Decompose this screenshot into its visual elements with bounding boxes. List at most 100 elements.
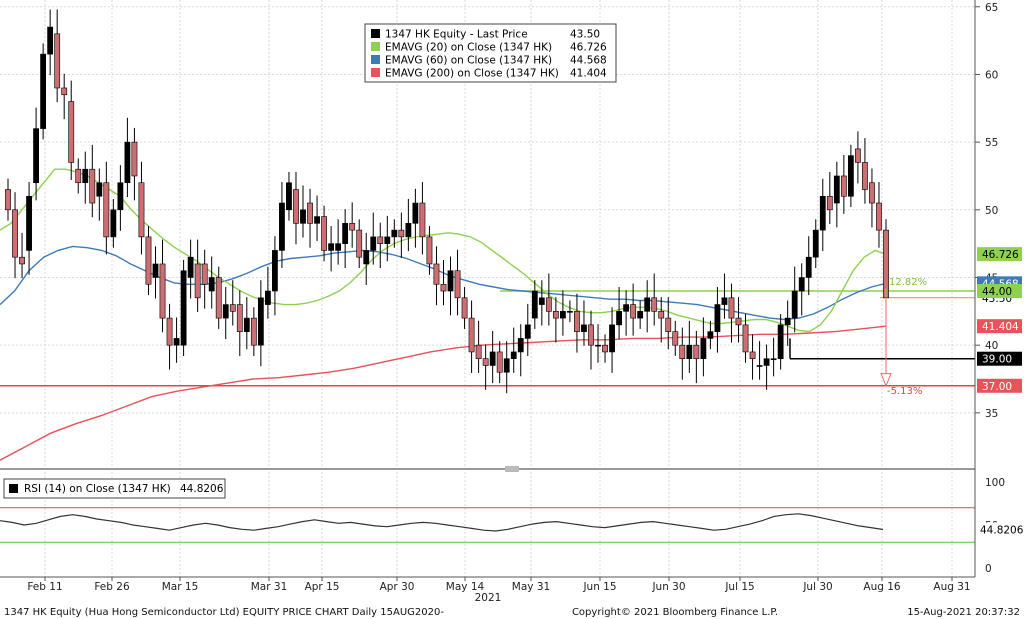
candle-up bbox=[623, 304, 630, 312]
candle-down bbox=[496, 351, 503, 373]
legend-box bbox=[364, 23, 617, 83]
candle-up bbox=[180, 270, 187, 346]
candle-up bbox=[489, 351, 496, 366]
date-tick-label: May 14 bbox=[446, 581, 485, 593]
level-37-tag: 37.00 bbox=[982, 381, 1012, 393]
candle-up bbox=[538, 297, 545, 305]
candle-up bbox=[412, 202, 419, 224]
candle-down bbox=[293, 189, 299, 224]
candle-up bbox=[391, 229, 398, 238]
price-tick-label: 40 bbox=[985, 340, 998, 352]
candle-up bbox=[805, 256, 812, 278]
candle-down bbox=[630, 304, 637, 319]
candle-up bbox=[370, 236, 377, 251]
rsi-axis-labels: 10050044.8206 bbox=[977, 477, 1024, 575]
candle-down bbox=[229, 304, 236, 312]
ema20-tag-bg bbox=[977, 247, 1022, 262]
candle-down bbox=[651, 297, 658, 312]
candle-up bbox=[152, 263, 159, 278]
rsi-legend-swatch bbox=[9, 484, 18, 493]
candle-down bbox=[145, 236, 152, 285]
candle-up bbox=[110, 209, 117, 238]
date-tick-label: Jul 15 bbox=[724, 581, 754, 593]
rsi-level-lines bbox=[0, 507, 975, 543]
candle-down bbox=[201, 263, 208, 285]
candle-up bbox=[756, 365, 763, 367]
candle-down bbox=[398, 229, 405, 238]
candle-down bbox=[419, 202, 426, 238]
candle-down bbox=[869, 182, 875, 204]
legend-value: 43.50 bbox=[570, 29, 600, 41]
candle-down bbox=[166, 317, 173, 346]
ema20-tag: 46.726 bbox=[982, 249, 1019, 261]
candle-down bbox=[672, 331, 679, 346]
candle-up bbox=[26, 195, 32, 251]
ema200-tag: 41.404 bbox=[982, 321, 1019, 333]
rsi-tick-label: 100 bbox=[985, 477, 1005, 489]
candle-down bbox=[545, 297, 552, 312]
candle-up bbox=[700, 338, 707, 360]
projection-arrows: 12.82% -5.13% bbox=[880, 277, 927, 397]
legend-swatch bbox=[371, 42, 380, 51]
candle-down bbox=[377, 236, 384, 244]
rsi-legend-box bbox=[3, 478, 226, 499]
level-44-tag-bg bbox=[977, 284, 1022, 299]
candle-down bbox=[602, 344, 608, 353]
candlesticks bbox=[5, 9, 889, 394]
candle-down bbox=[665, 317, 672, 332]
candle-up bbox=[812, 229, 819, 258]
candle-up bbox=[616, 311, 622, 326]
candle-up bbox=[819, 195, 826, 231]
candle-up bbox=[173, 338, 180, 346]
legend-swatch bbox=[371, 68, 380, 77]
candle-up bbox=[686, 344, 693, 360]
rsi-tick-label: 0 bbox=[985, 563, 992, 575]
candle-down bbox=[749, 351, 756, 360]
rsi-legend-value: 44.8206 bbox=[180, 483, 224, 495]
level-39-tag-bg bbox=[977, 351, 1022, 366]
candle-down bbox=[12, 209, 18, 258]
candle-up bbox=[567, 311, 573, 313]
candle-up bbox=[124, 141, 131, 184]
date-tick-label: Aug 16 bbox=[863, 581, 901, 593]
candle-up bbox=[770, 358, 777, 361]
rsi-series-line[interactable] bbox=[0, 513, 884, 532]
candle-up bbox=[833, 175, 840, 204]
date-tick-label: Aug 31 bbox=[933, 581, 970, 593]
panel-resize-handle[interactable] bbox=[505, 466, 519, 472]
candle-up bbox=[559, 311, 566, 319]
candle-up bbox=[257, 297, 264, 346]
price-legend[interactable]: 1347 HK Equity - Last Price 43.50 EMAVG (2… bbox=[364, 23, 617, 83]
candle-down bbox=[679, 344, 686, 360]
candle-down bbox=[693, 344, 700, 360]
candle-up bbox=[447, 270, 454, 292]
candle-up bbox=[328, 243, 335, 251]
footer-timestamp: 15-Aug-2021 20:37:32 bbox=[907, 607, 1020, 618]
candle-down bbox=[454, 270, 461, 299]
candle-up bbox=[707, 331, 714, 339]
candle-down bbox=[826, 195, 833, 211]
candle-up bbox=[609, 324, 615, 353]
rsi-legend[interactable]: RSI (14) on Close (1347 HK) 44.8206 bbox=[3, 478, 226, 499]
candle-up bbox=[47, 26, 54, 55]
pct-up-label: 12.82% bbox=[889, 277, 927, 288]
candle-up bbox=[300, 209, 306, 224]
level-39-tag: 39.00 bbox=[982, 354, 1012, 366]
candle-up bbox=[798, 277, 805, 292]
legend-value: 46.726 bbox=[570, 42, 607, 54]
candle-down bbox=[840, 175, 847, 197]
candle-up bbox=[272, 250, 278, 292]
candle-down bbox=[159, 263, 166, 319]
legend-label: EMAVG (20) on Close (1347 HK) bbox=[385, 42, 552, 54]
candle-up bbox=[96, 182, 103, 197]
footer-left-text: 1347 HK Equity (Hua Hong Semiconductor L… bbox=[4, 607, 444, 618]
candle-down bbox=[552, 311, 559, 319]
rsi-tag-bg bbox=[977, 522, 1024, 537]
candle-up bbox=[40, 53, 47, 129]
candle-down bbox=[855, 148, 861, 163]
candle-up bbox=[187, 256, 194, 278]
legend-value: 41.404 bbox=[570, 68, 607, 80]
date-tick-label: Jul 30 bbox=[802, 581, 832, 593]
